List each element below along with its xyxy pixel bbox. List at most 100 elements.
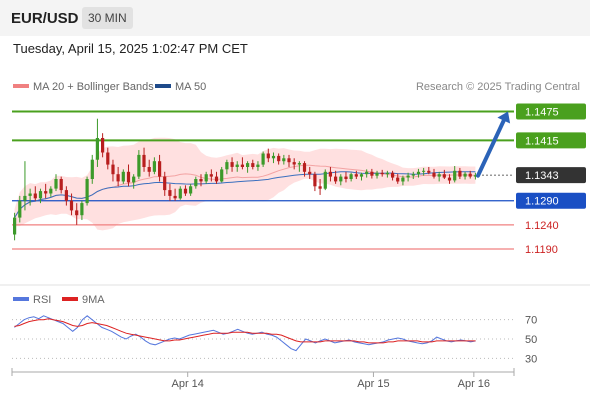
candle xyxy=(354,170,358,180)
candlesticks xyxy=(13,118,477,241)
candle xyxy=(54,174,58,192)
candle xyxy=(235,161,239,172)
candle-body xyxy=(59,179,63,191)
candle-body xyxy=(380,172,384,175)
resistance-level-tag xyxy=(516,103,586,120)
rsi-tick-label: 50 xyxy=(525,334,537,346)
candle xyxy=(49,186,53,197)
candle-body xyxy=(246,163,250,167)
candle xyxy=(59,176,63,194)
candle-body xyxy=(49,188,53,194)
candle xyxy=(183,185,188,196)
candle xyxy=(33,186,37,201)
candle xyxy=(385,170,389,178)
candle xyxy=(427,166,431,175)
candle-body xyxy=(251,163,255,167)
moving-averages xyxy=(14,171,476,218)
candle xyxy=(209,169,213,182)
candle xyxy=(220,166,224,183)
resistance-level-tag xyxy=(516,132,586,149)
candle-body xyxy=(297,163,301,165)
candle-body xyxy=(375,172,379,176)
ma50-line xyxy=(14,171,476,218)
candle xyxy=(339,174,343,186)
candle xyxy=(85,176,89,206)
candle xyxy=(116,166,120,187)
candle xyxy=(126,164,131,187)
rsi-series-9ma xyxy=(14,318,476,344)
candle xyxy=(406,172,410,182)
candle-body xyxy=(370,171,374,176)
candle xyxy=(240,157,244,170)
rsi-legend-label: RSI xyxy=(33,294,51,306)
x-axis-tick-label: Apr 14 xyxy=(171,378,203,390)
candle-body xyxy=(132,176,136,183)
candle xyxy=(297,161,301,172)
candle xyxy=(204,171,208,184)
candle-body xyxy=(447,177,452,181)
timeframe-badge[interactable]: 30 MIN xyxy=(82,7,133,29)
candle-body xyxy=(23,195,27,201)
candle xyxy=(246,161,250,173)
candle-body xyxy=(230,162,234,167)
candle xyxy=(147,159,151,177)
candle-body xyxy=(111,164,115,175)
price-levels xyxy=(12,110,514,250)
candle-body xyxy=(354,174,358,177)
candle-body xyxy=(313,174,317,187)
candle-body xyxy=(75,210,79,216)
rsi-legend-swatch xyxy=(13,297,29,301)
candle xyxy=(194,176,198,189)
candle-body xyxy=(194,179,198,187)
candle-body xyxy=(38,191,43,199)
candle-body xyxy=(33,193,37,199)
candle-body xyxy=(349,174,353,179)
candle xyxy=(168,183,172,201)
candle-body xyxy=(95,138,99,160)
candle xyxy=(416,168,421,178)
candle-body xyxy=(385,172,389,175)
candle xyxy=(328,166,332,182)
candle xyxy=(69,193,74,216)
candle-body xyxy=(463,173,467,177)
candle xyxy=(370,168,374,179)
candle xyxy=(287,154,291,167)
candle-body xyxy=(126,171,131,183)
candle-body xyxy=(292,162,296,165)
candle-body xyxy=(359,174,364,177)
candle xyxy=(261,151,265,167)
candle xyxy=(323,169,327,191)
candle-body xyxy=(396,177,400,182)
candle-body xyxy=(220,169,224,182)
resistance-level-label: 1.1475 xyxy=(525,106,559,118)
candle-body xyxy=(287,158,291,163)
candle-body xyxy=(406,175,410,178)
candle-body xyxy=(189,186,193,194)
candle xyxy=(365,169,369,178)
candle-body xyxy=(152,161,156,172)
candle-body xyxy=(204,174,208,182)
candle xyxy=(334,170,338,184)
candle xyxy=(447,174,452,184)
candle-body xyxy=(199,179,203,182)
candle xyxy=(473,172,477,180)
candle xyxy=(422,167,426,176)
candle-body xyxy=(214,176,219,182)
ma50-legend-label: MA 50 xyxy=(175,81,206,93)
candle xyxy=(266,148,270,163)
candle xyxy=(64,186,68,206)
candle xyxy=(178,186,182,200)
candle-body xyxy=(318,186,322,189)
candle xyxy=(225,159,229,175)
support-level-label: 1.1240 xyxy=(525,220,559,232)
candle xyxy=(75,203,79,225)
candle-body xyxy=(432,172,436,177)
candle xyxy=(152,157,156,175)
candle-body xyxy=(106,152,110,165)
candle xyxy=(189,183,193,196)
forecast-arrow-head xyxy=(497,111,511,124)
candle-body xyxy=(158,161,162,177)
candle-body xyxy=(168,190,172,196)
rsi-ma-legend-swatch xyxy=(62,297,78,301)
candle xyxy=(282,154,286,165)
